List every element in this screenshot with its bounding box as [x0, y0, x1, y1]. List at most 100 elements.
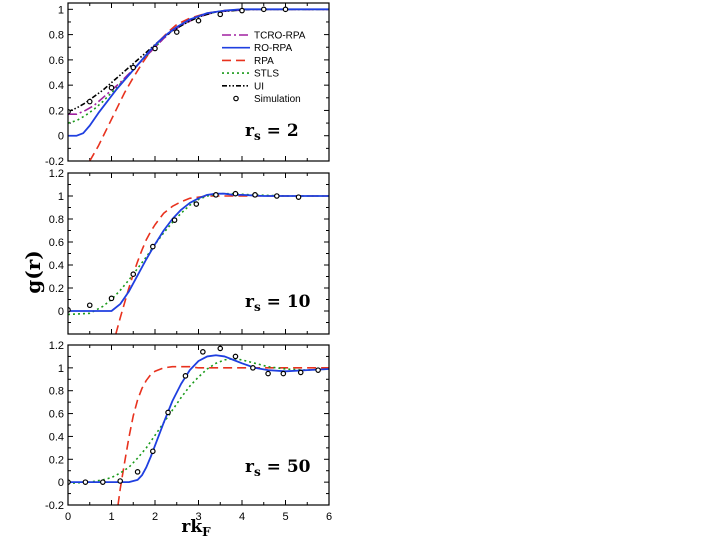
simulation-point: [282, 6, 289, 13]
simulation-point: [86, 302, 93, 309]
simulation-point: [100, 479, 106, 485]
x-tick-label: 6: [326, 511, 332, 523]
simulation-point: [86, 98, 93, 105]
y-tick-label: 0: [58, 306, 64, 318]
series-line-ro: [68, 354, 329, 484]
simulation-point: [108, 84, 115, 91]
legend-label: RPA: [254, 56, 274, 67]
y-tick-label: 0.2: [49, 283, 64, 295]
series-line-rpa: [115, 195, 329, 334]
x-tick-label: 3: [195, 511, 201, 523]
legend-entry-rpa: RPA: [222, 56, 274, 67]
y-tick-label: 0.2: [49, 454, 64, 466]
simulation-point: [217, 345, 224, 352]
simulation-point: [315, 367, 321, 373]
simulation-point: [217, 11, 224, 18]
simulation-point: [260, 6, 267, 13]
legend-label: RO-RPA: [254, 43, 292, 54]
panel-label: rs = 2: [245, 121, 299, 143]
legend-marker: [233, 95, 239, 102]
panel-frame: [67, 344, 330, 506]
simulation-point: [171, 217, 178, 223]
panel-rs2: -0.2 0 0.2 0.4 0.6 0.8 1 rs = 2: [45, 2, 330, 168]
simulation-point: [165, 409, 171, 416]
legend-label: STLS: [254, 69, 279, 80]
simulation-point: [152, 45, 158, 52]
series-line-ro: [68, 8, 329, 137]
y-tick-label: 0.8: [49, 386, 64, 398]
y-tick-label: 0.6: [49, 55, 64, 67]
x-tick-label: 5: [282, 511, 288, 523]
y-tick-label: 0.4: [49, 260, 64, 272]
series-line-ui: [68, 8, 329, 113]
x-tick-label: 4: [239, 511, 245, 523]
y-tick-label: 0: [58, 477, 64, 489]
legend-label: Simulation: [254, 94, 301, 105]
simulation-point: [250, 365, 256, 371]
y-tick-label: -0.2: [45, 156, 64, 168]
simulation-point: [173, 29, 180, 35]
y-tick-label: 1: [58, 4, 64, 16]
legend-entry-ro: RO-RPA: [222, 43, 292, 54]
panel-rs50: -0.2 0 0.2 0.4 0.6 0.8 1 1.2 rs = 50: [45, 340, 330, 512]
simulation-point: [280, 370, 287, 377]
y-tick-label: 0.6: [49, 237, 64, 249]
series-line-stls: [68, 8, 329, 124]
series-group: [68, 345, 329, 505]
simulation-point: [130, 271, 137, 278]
legend-entry-tcro: TCRO-RPA: [222, 31, 306, 42]
simulation-point: [117, 478, 124, 484]
y-tick-label: 0.4: [49, 80, 64, 92]
simulation-point: [130, 64, 137, 71]
y-tick-label: 1: [58, 363, 64, 375]
legend-label: UI: [254, 81, 264, 92]
legend-entry-ui: UI: [222, 81, 264, 92]
series-line-rpa: [117, 365, 329, 505]
simulation-point: [108, 295, 115, 302]
simulation-point: [213, 192, 219, 198]
y-tick-label: 0.2: [49, 105, 64, 117]
simulation-point: [297, 369, 304, 376]
y-tick-label: 0.8: [49, 214, 64, 226]
simulation-point: [200, 349, 206, 355]
x-tick-label: 1: [108, 511, 114, 523]
series-line-tcro: [68, 8, 329, 116]
panel-rs10: 0 0.2 0.4 0.6 0.8 1 1.2 rs = 10: [49, 168, 330, 335]
panel-frame: [67, 2, 330, 162]
simulation-point: [182, 373, 189, 379]
y-tick-label: 1.2: [49, 340, 64, 352]
y-tick-label: 1.2: [49, 168, 64, 180]
simulation-point: [265, 370, 271, 377]
y-axis-label: g(r): [21, 250, 45, 293]
simulation-point: [232, 190, 239, 197]
panel-label: rs = 10: [245, 292, 311, 314]
x-tick-label: 2: [152, 511, 158, 523]
simulation-point: [273, 193, 280, 199]
simulation-point: [150, 243, 156, 250]
simulation-point: [252, 192, 258, 198]
y-tick-label: 1: [58, 191, 64, 203]
simulation-point: [150, 448, 156, 455]
y-tick-label: -0.2: [45, 500, 64, 512]
panel-label: rs = 50: [245, 457, 311, 479]
y-tick-label: 0: [58, 131, 64, 143]
y-tick-label: 0.6: [49, 409, 64, 421]
x-axis-label: rkF: [181, 517, 211, 539]
y-tick-label: 0.8: [49, 30, 64, 42]
legend-entry-stls: STLS: [222, 69, 279, 80]
simulation-point: [193, 201, 200, 207]
simulation-point: [134, 469, 141, 475]
series-line-ro: [68, 192, 329, 312]
legend-entry-sim: Simulation: [233, 94, 301, 105]
series-group: [68, 190, 329, 334]
series-group: [68, 6, 329, 161]
y-tick-label: 0.4: [49, 431, 64, 443]
simulation-point: [239, 7, 245, 14]
simulation-point: [195, 17, 202, 24]
panel-frame: [67, 172, 330, 335]
x-tick-label: 0: [65, 511, 71, 523]
simulation-point: [232, 353, 239, 360]
